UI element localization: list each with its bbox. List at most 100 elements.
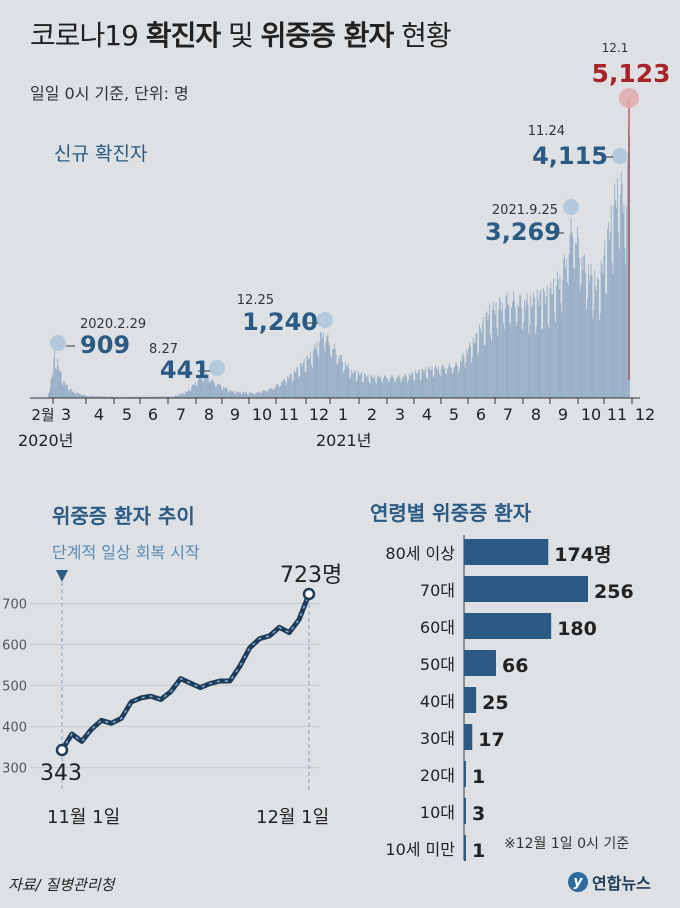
age-category-label: 70대 (420, 581, 455, 600)
daily-case-bar (83, 394, 85, 398)
age-category-label: 60대 (420, 618, 455, 637)
daily-case-bar (314, 347, 316, 398)
daily-case-bar (406, 376, 407, 398)
daily-case-bar (570, 217, 572, 398)
age-value-label: 3 (472, 803, 485, 825)
daily-case-bar (592, 318, 594, 398)
daily-case-bar (121, 396, 123, 398)
daily-case-bar (534, 297, 535, 398)
daily-case-bar (304, 371, 306, 398)
daily-case-bar (583, 256, 585, 398)
annotation-dot (563, 199, 579, 215)
daily-case-bar (248, 394, 249, 398)
daily-case-bar (308, 359, 310, 398)
daily-case-bar (266, 391, 268, 398)
month-label: 6 (148, 405, 158, 424)
daily-case-bar (223, 386, 225, 398)
daily-case-bar (322, 338, 323, 398)
daily-case-bar (301, 366, 303, 398)
daily-case-bar (295, 372, 297, 398)
year-label-2021: 2021년 (316, 431, 371, 450)
daily-case-bar (344, 361, 346, 398)
daily-case-bar (307, 355, 309, 398)
age-value-label: 66 (502, 655, 528, 677)
daily-case-bar (395, 381, 396, 398)
daily-case-bar (532, 304, 533, 398)
daily-case-bar (474, 342, 476, 398)
daily-case-bar (140, 396, 141, 398)
daily-case-bar (502, 322, 504, 398)
daily-case-bar (184, 394, 185, 398)
daily-case-bar (333, 344, 335, 398)
daily-case-bar (317, 354, 319, 398)
daily-case-bar (497, 335, 499, 398)
daily-case-bar (256, 392, 258, 398)
daily-case-bar (340, 354, 342, 398)
daily-case-bar (68, 391, 70, 398)
daily-case-bar (236, 391, 237, 398)
daily-case-bar (258, 392, 259, 398)
daily-case-bar (364, 373, 365, 398)
daily-case-bar (461, 355, 463, 398)
daily-case-bar (489, 304, 491, 398)
daily-case-bar (625, 264, 627, 398)
title-mid: 및 (220, 19, 261, 52)
age-value-label: 1 (472, 766, 485, 788)
daily-case-bar (449, 363, 450, 398)
month-label: 11 (607, 405, 627, 424)
daily-case-bar (115, 396, 117, 398)
month-label: 3 (395, 405, 405, 424)
daily-case-bar (460, 360, 461, 398)
age-bar (464, 724, 473, 750)
daily-case-bar (616, 208, 618, 398)
daily-case-bar (195, 385, 197, 398)
daily-case-bar (419, 380, 421, 398)
annotation-date: 2020.2.29 (80, 317, 146, 332)
daily-case-bar (421, 368, 423, 398)
daily-case-bar (531, 307, 533, 398)
daily-case-bar (281, 382, 283, 398)
daily-case-bar (402, 376, 404, 398)
daily-case-bar (434, 368, 436, 398)
year-label-2020: 2020년 (18, 431, 73, 450)
daily-case-bar (178, 394, 180, 398)
daily-case-bar (213, 381, 215, 398)
daily-case-bar (553, 278, 555, 398)
daily-case-bar (535, 326, 537, 398)
daily-case-bar (172, 396, 173, 398)
daily-case-bar (516, 321, 518, 398)
daily-case-bar (540, 289, 542, 398)
daily-case-bar (606, 294, 608, 398)
x-label-end: 12월 1일 (256, 807, 329, 828)
page-title: 코로나19 확진자 및 위중증 환자 현황 (30, 14, 452, 54)
daily-case-bar (607, 229, 608, 398)
daily-case-bar (114, 396, 116, 398)
daily-case-bar (76, 392, 77, 398)
daily-case-bar (372, 377, 374, 398)
daily-case-bar (57, 365, 59, 398)
daily-case-bar (47, 393, 49, 398)
daily-case-bar (587, 264, 589, 398)
daily-case-bar (366, 376, 368, 398)
daily-case-bar (464, 367, 466, 398)
daily-case-bar (582, 269, 584, 398)
daily-case-bar (442, 365, 444, 398)
annotation-value: 5,123 (591, 59, 670, 88)
daily-case-bar (396, 377, 398, 398)
daily-case-bar (104, 396, 106, 398)
event-label: 단계적 일상 회복 시작 (52, 543, 200, 562)
daily-case-bar (234, 393, 236, 398)
daily-case-bar (180, 394, 182, 398)
month-label: 2월 (31, 406, 54, 424)
daily-case-bar (487, 320, 489, 398)
daily-case-bar (320, 332, 321, 398)
logo-text: 연합뉴스 (592, 874, 651, 893)
logo-icon: y (568, 872, 588, 892)
daily-case-bar (627, 160, 629, 398)
age-category-label: 30대 (420, 729, 455, 748)
daily-case-bar (303, 358, 305, 398)
daily-case-bar (354, 371, 356, 398)
annotation-dot (612, 148, 628, 164)
